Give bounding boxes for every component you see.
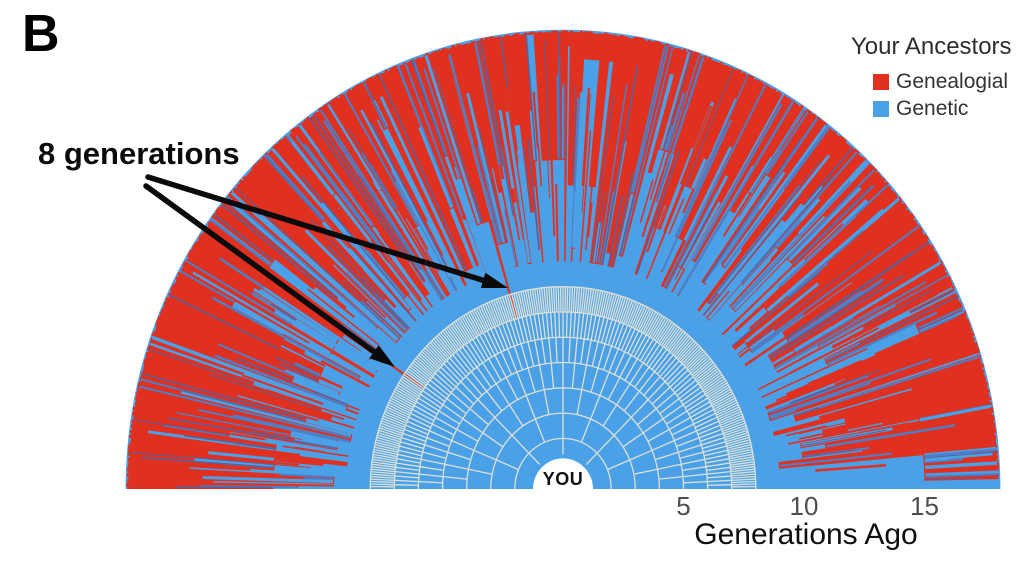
genealogical-swatch-icon bbox=[873, 74, 889, 90]
annotation-arrow-lower bbox=[143, 183, 395, 367]
genetic-blue-streaks bbox=[141, 32, 958, 489]
annotation-arrow-line bbox=[143, 183, 386, 361]
annotation-arrow-upper bbox=[145, 174, 508, 288]
annotation-arrowhead bbox=[480, 272, 508, 288]
legend-item-genetic: Genetic bbox=[873, 97, 968, 121]
axis-tick-label: 10 bbox=[789, 491, 819, 521]
you-center-disc bbox=[533, 458, 593, 489]
axis-tick-label: 5 bbox=[676, 491, 691, 521]
genetic-swatch-icon bbox=[873, 101, 889, 117]
center-you-label: YOU bbox=[542, 469, 584, 489]
legend-item-genealogical: Genealogial bbox=[873, 70, 1008, 94]
legend-label-genetic: Genetic bbox=[896, 97, 969, 120]
annotation-arrow-line bbox=[145, 174, 496, 287]
annotation-arrowhead bbox=[369, 345, 395, 367]
axis-tick-label: 15 bbox=[910, 491, 939, 521]
legend-label-genealogical: Genealogial bbox=[896, 70, 1009, 93]
pedigree-grid-lines bbox=[369, 285, 757, 490]
annotation-8-generations: 8 generations bbox=[38, 136, 240, 171]
panel-label: B bbox=[22, 5, 60, 63]
legend-title: Your Ancestors bbox=[851, 33, 1012, 60]
axis-label: Generations Ago bbox=[694, 518, 918, 551]
